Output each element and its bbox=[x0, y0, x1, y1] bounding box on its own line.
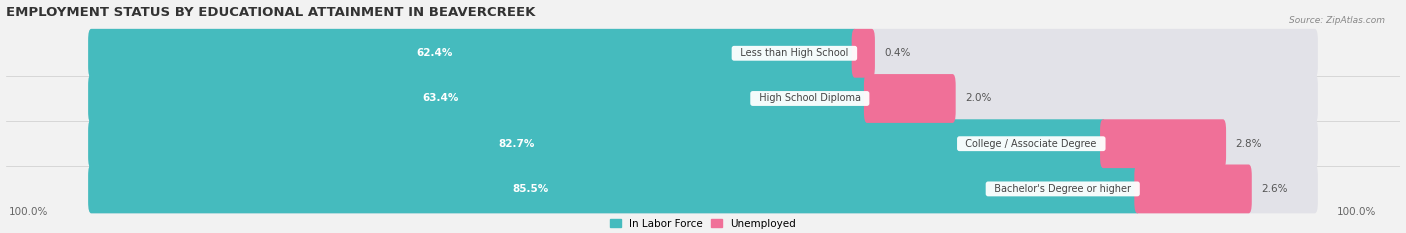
Text: 2.8%: 2.8% bbox=[1236, 139, 1261, 149]
Text: 2.6%: 2.6% bbox=[1261, 184, 1288, 194]
FancyBboxPatch shape bbox=[89, 164, 1317, 213]
Text: Less than High School: Less than High School bbox=[734, 48, 855, 58]
Text: 0.4%: 0.4% bbox=[884, 48, 911, 58]
Text: 100.0%: 100.0% bbox=[1337, 207, 1376, 217]
FancyBboxPatch shape bbox=[863, 74, 956, 123]
Text: High School Diploma: High School Diploma bbox=[752, 93, 868, 103]
Legend: In Labor Force, Unemployed: In Labor Force, Unemployed bbox=[610, 219, 796, 229]
Text: 85.5%: 85.5% bbox=[512, 184, 548, 194]
FancyBboxPatch shape bbox=[852, 29, 875, 78]
Text: Source: ZipAtlas.com: Source: ZipAtlas.com bbox=[1289, 16, 1385, 25]
Text: College / Associate Degree: College / Associate Degree bbox=[959, 139, 1104, 149]
FancyBboxPatch shape bbox=[89, 119, 1107, 168]
FancyBboxPatch shape bbox=[1099, 119, 1226, 168]
FancyBboxPatch shape bbox=[1135, 164, 1251, 213]
FancyBboxPatch shape bbox=[89, 74, 1317, 123]
FancyBboxPatch shape bbox=[89, 29, 1317, 78]
Text: 82.7%: 82.7% bbox=[498, 139, 534, 149]
Text: Bachelor's Degree or higher: Bachelor's Degree or higher bbox=[988, 184, 1137, 194]
FancyBboxPatch shape bbox=[89, 164, 1140, 213]
Text: 63.4%: 63.4% bbox=[422, 93, 458, 103]
Text: 2.0%: 2.0% bbox=[965, 93, 991, 103]
FancyBboxPatch shape bbox=[89, 119, 1317, 168]
Text: 62.4%: 62.4% bbox=[416, 48, 453, 58]
Text: 100.0%: 100.0% bbox=[10, 207, 49, 217]
FancyBboxPatch shape bbox=[89, 29, 858, 78]
FancyBboxPatch shape bbox=[89, 74, 870, 123]
Text: EMPLOYMENT STATUS BY EDUCATIONAL ATTAINMENT IN BEAVERCREEK: EMPLOYMENT STATUS BY EDUCATIONAL ATTAINM… bbox=[6, 6, 534, 19]
